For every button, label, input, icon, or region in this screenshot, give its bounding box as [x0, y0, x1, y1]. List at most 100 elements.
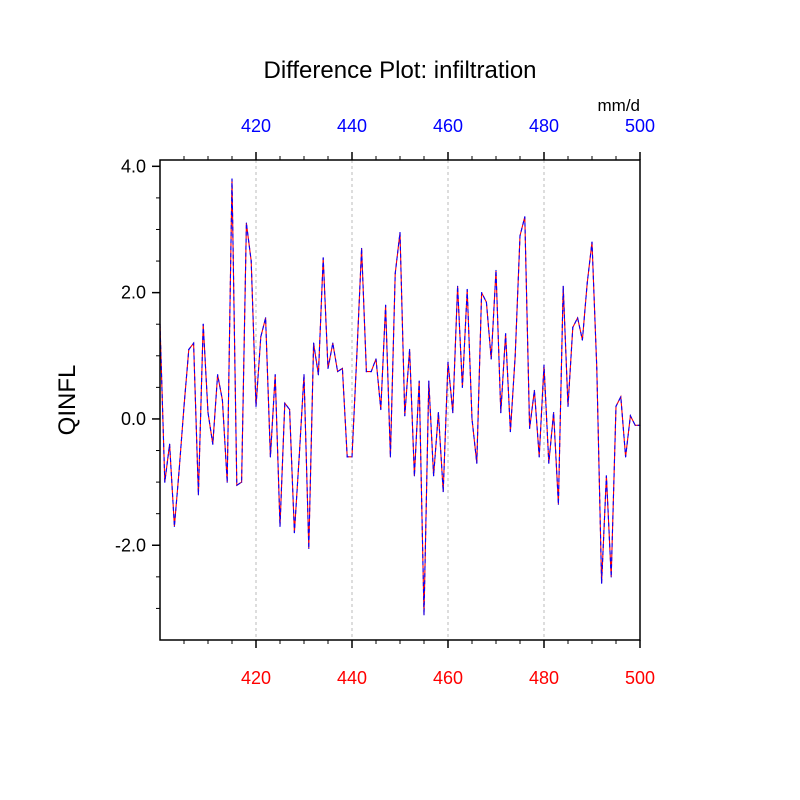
tick-labels: 420 420 440 440 460 460 480 480 500 500 4.0 2.0 0.0 -…: [115, 116, 655, 688]
data-point: [404, 415, 406, 417]
data-point: [322, 257, 324, 259]
data-point: [495, 269, 497, 272]
y-tick-label: 4.0: [121, 156, 146, 176]
data-point: [634, 424, 636, 426]
data-point: [356, 355, 358, 357]
data-point: [351, 456, 353, 458]
data-point: [207, 412, 209, 414]
data-point: [313, 342, 315, 344]
data-point: [442, 490, 444, 493]
data-point: [394, 273, 396, 275]
data-point: [605, 475, 608, 477]
units-label: mm/d: [598, 96, 641, 115]
data-point: [428, 380, 430, 382]
data-point: [380, 408, 382, 411]
data-point: [337, 370, 339, 373]
data-point: [212, 443, 214, 445]
data-point: [317, 374, 319, 376]
data-point: [255, 405, 257, 407]
data-point: [178, 468, 180, 471]
series-group: [159, 178, 641, 616]
x-tick-label-top: 420: [241, 116, 271, 136]
x-tick-label-top: 440: [337, 116, 367, 136]
data-point: [514, 355, 516, 357]
data-point: [596, 367, 598, 370]
chart-title: Difference Plot: infiltration: [263, 57, 536, 84]
data-point: [533, 389, 536, 392]
x-tick-label-bottom: 500: [625, 668, 655, 688]
data-point: [433, 475, 435, 477]
data-point: [389, 456, 391, 458]
data-point: [385, 304, 387, 306]
data-point: [245, 222, 247, 224]
data-point: [629, 415, 632, 417]
data-point: [567, 405, 569, 407]
data-point: [610, 576, 612, 578]
x-tick-label-top: 480: [529, 116, 559, 136]
data-point: [274, 374, 276, 376]
data-point: [581, 339, 584, 341]
data-point: [413, 475, 415, 477]
data-point: [375, 358, 377, 360]
data-point: [260, 336, 262, 338]
data-point: [418, 380, 420, 382]
data-point: [298, 456, 300, 458]
data-point: [188, 348, 190, 351]
data-point: [481, 292, 483, 294]
data-point: [615, 405, 617, 407]
x-tick-label-top: 500: [625, 116, 655, 136]
data-point: [519, 235, 521, 237]
data-point: [591, 241, 593, 243]
data-point: [553, 412, 555, 414]
data-point: [221, 399, 223, 401]
data-point: [226, 481, 228, 483]
y-tick-label: 2.0: [121, 283, 146, 303]
x-tick-label-bottom: 460: [433, 668, 463, 688]
data-point: [365, 370, 367, 373]
data-point: [231, 178, 233, 180]
data-point: [538, 456, 540, 458]
data-point: [169, 443, 171, 445]
x-tick-label-bottom: 420: [241, 668, 271, 688]
x-tick-label-top: 460: [433, 116, 463, 136]
data-point: [437, 412, 439, 414]
data-point: [173, 525, 175, 527]
data-point: [476, 462, 478, 464]
data-point: [327, 367, 329, 370]
series-line-blue-dashed: [159, 178, 640, 615]
data-point: [279, 525, 281, 527]
data-point: [361, 247, 363, 250]
data-point: [250, 260, 252, 262]
data-point: [164, 481, 166, 483]
data-point: [193, 342, 195, 344]
data-point: [461, 386, 463, 388]
data-point: [543, 364, 545, 366]
data-point: [183, 405, 185, 407]
y-tick-label: -2.0: [115, 535, 146, 555]
y-axis-label: QINFL: [54, 365, 81, 436]
data-point: [269, 456, 271, 458]
axis-ticks: [152, 152, 641, 648]
data-point: [466, 288, 468, 291]
data-point: [505, 333, 507, 335]
data-point: [332, 342, 334, 344]
data-point: [308, 547, 310, 550]
data-point: [370, 370, 372, 373]
data-point: [423, 614, 425, 616]
data-point: [529, 427, 531, 430]
data-point: [500, 412, 502, 414]
data-point: [572, 326, 574, 328]
data-point: [457, 285, 459, 287]
data-point: [524, 216, 526, 218]
data-point: [586, 282, 588, 284]
x-tick-label-bottom: 480: [529, 668, 559, 688]
data-point: [601, 582, 603, 584]
data-point: [241, 481, 243, 483]
data-point: [289, 408, 291, 411]
x-tick-label-bottom: 440: [337, 668, 367, 688]
data-point: [452, 412, 454, 414]
data-point: [509, 430, 511, 433]
data-point: [265, 317, 267, 319]
data-point: [557, 503, 560, 505]
